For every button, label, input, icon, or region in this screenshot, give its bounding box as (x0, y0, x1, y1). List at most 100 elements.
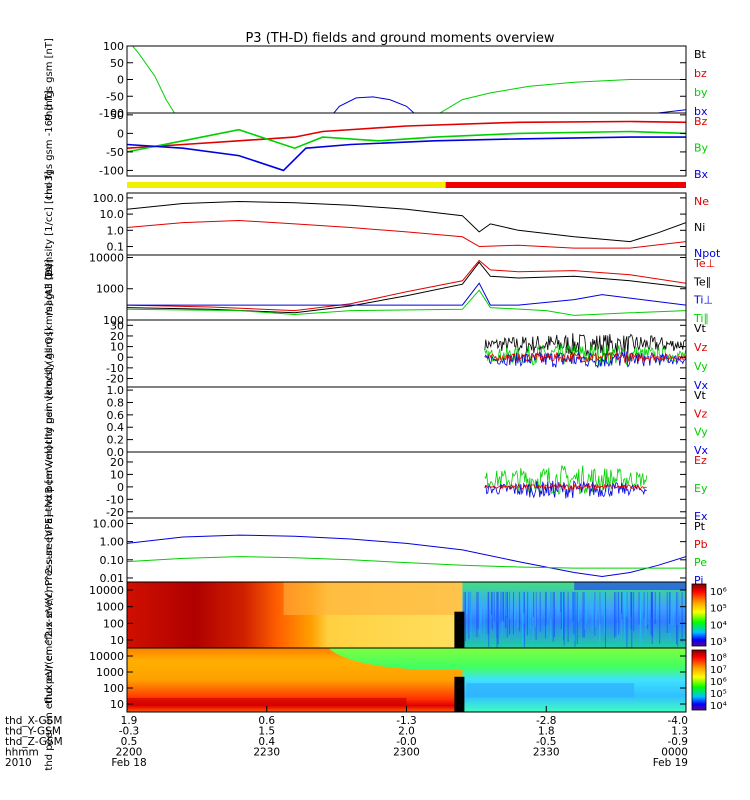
y-tick-label: 100.0 (93, 192, 125, 205)
colorbar-tick-label: 10⁷ (710, 665, 727, 676)
y-tick-label: 0 (117, 481, 124, 494)
spectrogram-streak (620, 591, 622, 646)
y-tick-label: 20 (110, 456, 124, 469)
legend-entry: Te∥ (693, 275, 711, 288)
x-axis-row-label: thd_Z-GSM (5, 736, 63, 748)
status-segment (127, 182, 446, 188)
panel-frame (126, 45, 687, 114)
y-tick-label: 10.0 (100, 208, 125, 221)
y-tick-label: 1.00 (100, 536, 125, 549)
spectrogram-streak (572, 591, 574, 621)
y-tick-label: 30 (110, 319, 124, 332)
y-tick-label: 0.01 (100, 572, 125, 585)
series-Ti⊥ (127, 282, 686, 306)
spectrogram-streak (651, 591, 653, 638)
spectrogram-streak (644, 591, 646, 626)
x-axis-value: -2.8 (536, 715, 557, 727)
y-axis-label: Pressure [nPa] (44, 514, 55, 586)
spectrogram-streak (590, 591, 592, 615)
spectrogram-streak (496, 591, 498, 648)
y-axis-label: Density [1/cc] [cm-3] (44, 171, 55, 277)
x-axis-value: -0.3 (119, 726, 140, 738)
spectrogram-streak (562, 591, 564, 618)
legend-entry: Ey (694, 482, 708, 495)
spectrogram-streak (491, 591, 493, 630)
legend-entry: Vy (694, 360, 708, 373)
spectrogram-streak (577, 591, 579, 623)
spectrogram-streak (604, 591, 606, 648)
spectrogram-streak (576, 591, 578, 645)
legend-entry: Pb (694, 538, 708, 551)
spectrogram-streak (552, 591, 554, 642)
legend-entry: Bz (694, 115, 708, 128)
x-axis-row-label: hhmm (5, 747, 39, 759)
spectrogram-streak (509, 591, 511, 620)
spectrogram-1 (127, 582, 686, 648)
y-axis-label: thd peer velocity gsm [km/s] (All Qs) (44, 327, 55, 511)
spectrogram-streak (513, 591, 515, 637)
plot-area (127, 259, 686, 316)
spectrogram-streak (553, 591, 555, 638)
spectrogram-streak (626, 591, 628, 648)
y-axis-label: thd fgs gsm [nT] (44, 38, 55, 121)
spectrogram-streak (480, 591, 482, 623)
spectrogram-streak (468, 591, 470, 639)
y-axis-label: magt3 [eV] (44, 259, 55, 316)
y-tick-label: -100 (99, 107, 124, 120)
plot-area (127, 534, 686, 578)
spectrogram-streak (514, 591, 516, 621)
spectrogram-streak (545, 591, 547, 639)
series-by (131, 46, 686, 113)
spectrogram-streak (493, 591, 495, 621)
spectrogram-streak (595, 591, 597, 628)
x-axis-value: 0.4 (258, 736, 275, 748)
spectrogram-streak (639, 591, 641, 641)
spectrogram-streak (638, 591, 640, 625)
legend-entry: bz (694, 67, 707, 80)
spectrogram-streak (567, 591, 569, 643)
legend-entry: Npot (694, 247, 721, 260)
y-tick-label: 10.00 (93, 517, 125, 530)
y-axis-label: thd peer en eflux eV/(cm^2-s-sr-eV) (44, 589, 55, 770)
spectrogram-band (574, 582, 686, 590)
spectrogram-streak (629, 591, 631, 638)
y-tick-label: 100 (103, 617, 124, 630)
y-tick-label: -20 (106, 372, 124, 385)
spectrogram-streak (621, 591, 623, 620)
spectrogram-streak (650, 591, 652, 636)
legend-entry: Pt (694, 520, 706, 533)
x-axis-value: 2200 (116, 747, 143, 759)
legend-entry: Ti⊥ (693, 294, 713, 307)
spectrogram-streak (669, 591, 671, 640)
y-axis-label: thd fgs gsm -169 [nT] (44, 90, 55, 199)
spectrogram-streak (630, 591, 632, 617)
spectrogram-streak (469, 591, 471, 634)
legend-entry: Bx (694, 168, 709, 181)
y-tick-label: 10000 (89, 650, 124, 663)
spectrogram-streak (608, 591, 610, 616)
plot-area (484, 333, 686, 369)
spectrogram-streak (676, 591, 678, 625)
spectrogram-streak (537, 591, 539, 618)
spectrogram-streak (492, 591, 494, 624)
spectrogram-streak (470, 591, 472, 644)
spectrogram-streak (550, 591, 552, 642)
plot-area (127, 200, 686, 249)
legend-entry: Vt (694, 322, 707, 335)
x-axis-value: 1.5 (258, 726, 275, 738)
y-tick-label: 1.0 (107, 224, 125, 237)
x-axis-value: 0000 (661, 747, 688, 759)
legend-entry: Pe (694, 556, 707, 569)
y-tick-label: 10000 (89, 584, 124, 597)
spectrogram-streak (633, 591, 635, 631)
y-tick-label: 0 (117, 127, 124, 140)
y-tick-label: 0.10 (100, 554, 125, 567)
series-Ez (484, 482, 647, 492)
y-tick-label: 0.0 (107, 446, 125, 459)
x-axis-value: -0.9 (668, 736, 689, 748)
plot-area (127, 120, 686, 172)
legend-entry: Vy (694, 426, 708, 439)
panel-2: Bz By Bx 50 0 -50 -100 thd fgs gsm -169 [nT] (44, 90, 709, 199)
series-Vx (484, 350, 686, 369)
x-axis-value: 1.8 (538, 726, 555, 738)
